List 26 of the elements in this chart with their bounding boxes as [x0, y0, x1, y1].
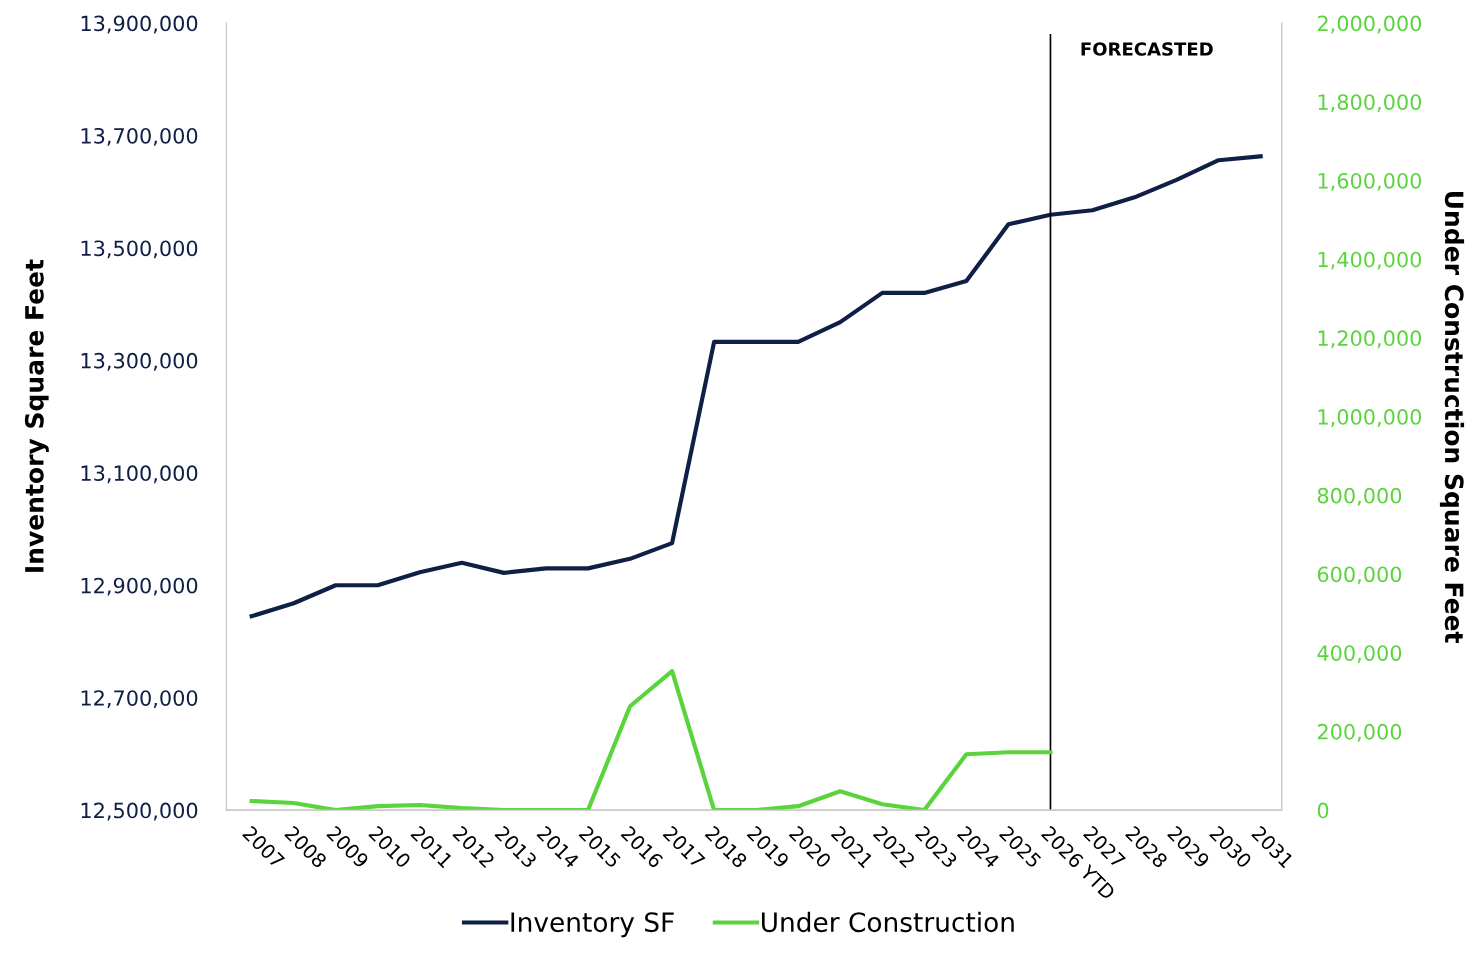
y-axis-title: Inventory Square Feet [24, 259, 49, 572]
y2-tick-label: 1,400,000 [1318, 251, 1422, 270]
line-series [249, 154, 1263, 619]
line-series [249, 669, 1053, 811]
y2-tick-label: 200,000 [1317, 723, 1402, 742]
y-tick-label: 12,500,000 [81, 802, 198, 821]
ref-line-label: FORECASTED [1081, 42, 1213, 56]
y2-tick-label: 400,000 [1317, 645, 1402, 664]
y-tick-label: 12,700,000 [81, 690, 198, 709]
y2-tick-label: 800,000 [1317, 487, 1402, 506]
y2-axis-title: Under Construction Square Feet [1439, 192, 1465, 643]
y2-tick-label: 1,200,000 [1318, 330, 1422, 349]
y-tick-label: 12,900,000 [81, 577, 198, 596]
y2-tick-label: 1,600,000 [1318, 172, 1422, 191]
y-tick-label: 13,900,000 [81, 15, 198, 34]
legend-label: Inventory SF [511, 912, 674, 938]
y2-tick-label: 0 [1317, 802, 1329, 819]
y-tick-label: 13,100,000 [81, 465, 198, 484]
y-tick-label: 13,500,000 [81, 240, 198, 259]
y-tick-label: 13,700,000 [81, 127, 198, 146]
y-tick-label: 13,300,000 [81, 352, 198, 371]
y2-tick-label: 600,000 [1317, 566, 1402, 585]
y2-tick-label: 1,000,000 [1318, 409, 1422, 427]
y2-tick-label: 2,000,000 [1317, 15, 1422, 34]
legend-label: Under Construction [761, 911, 1014, 933]
y2-tick-label: 1,800,000 [1318, 94, 1422, 113]
